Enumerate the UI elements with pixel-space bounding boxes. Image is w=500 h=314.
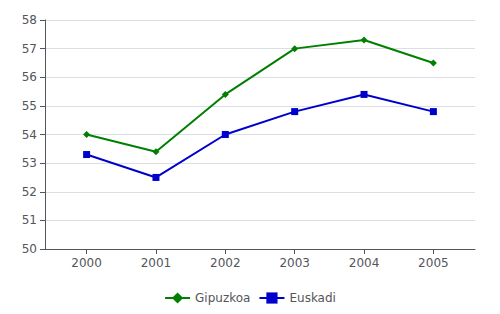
svg-text:Gipuzkoa: Gipuzkoa [195, 291, 250, 305]
svg-text:2004: 2004 [349, 256, 380, 270]
svg-text:53: 53 [22, 156, 37, 170]
svg-text:54: 54 [22, 128, 37, 142]
svg-text:50: 50 [22, 242, 37, 256]
svg-text:Euskadi: Euskadi [289, 291, 335, 305]
svg-text:57: 57 [22, 42, 37, 56]
svg-text:55: 55 [22, 99, 37, 113]
svg-text:51: 51 [22, 213, 37, 227]
svg-text:2003: 2003 [279, 256, 310, 270]
svg-text:58: 58 [22, 13, 37, 27]
svg-text:2001: 2001 [141, 256, 172, 270]
svg-text:2002: 2002 [210, 256, 241, 270]
svg-text:2000: 2000 [71, 256, 102, 270]
svg-text:2005: 2005 [418, 256, 449, 270]
svg-text:52: 52 [22, 185, 37, 199]
svg-text:56: 56 [22, 70, 37, 84]
